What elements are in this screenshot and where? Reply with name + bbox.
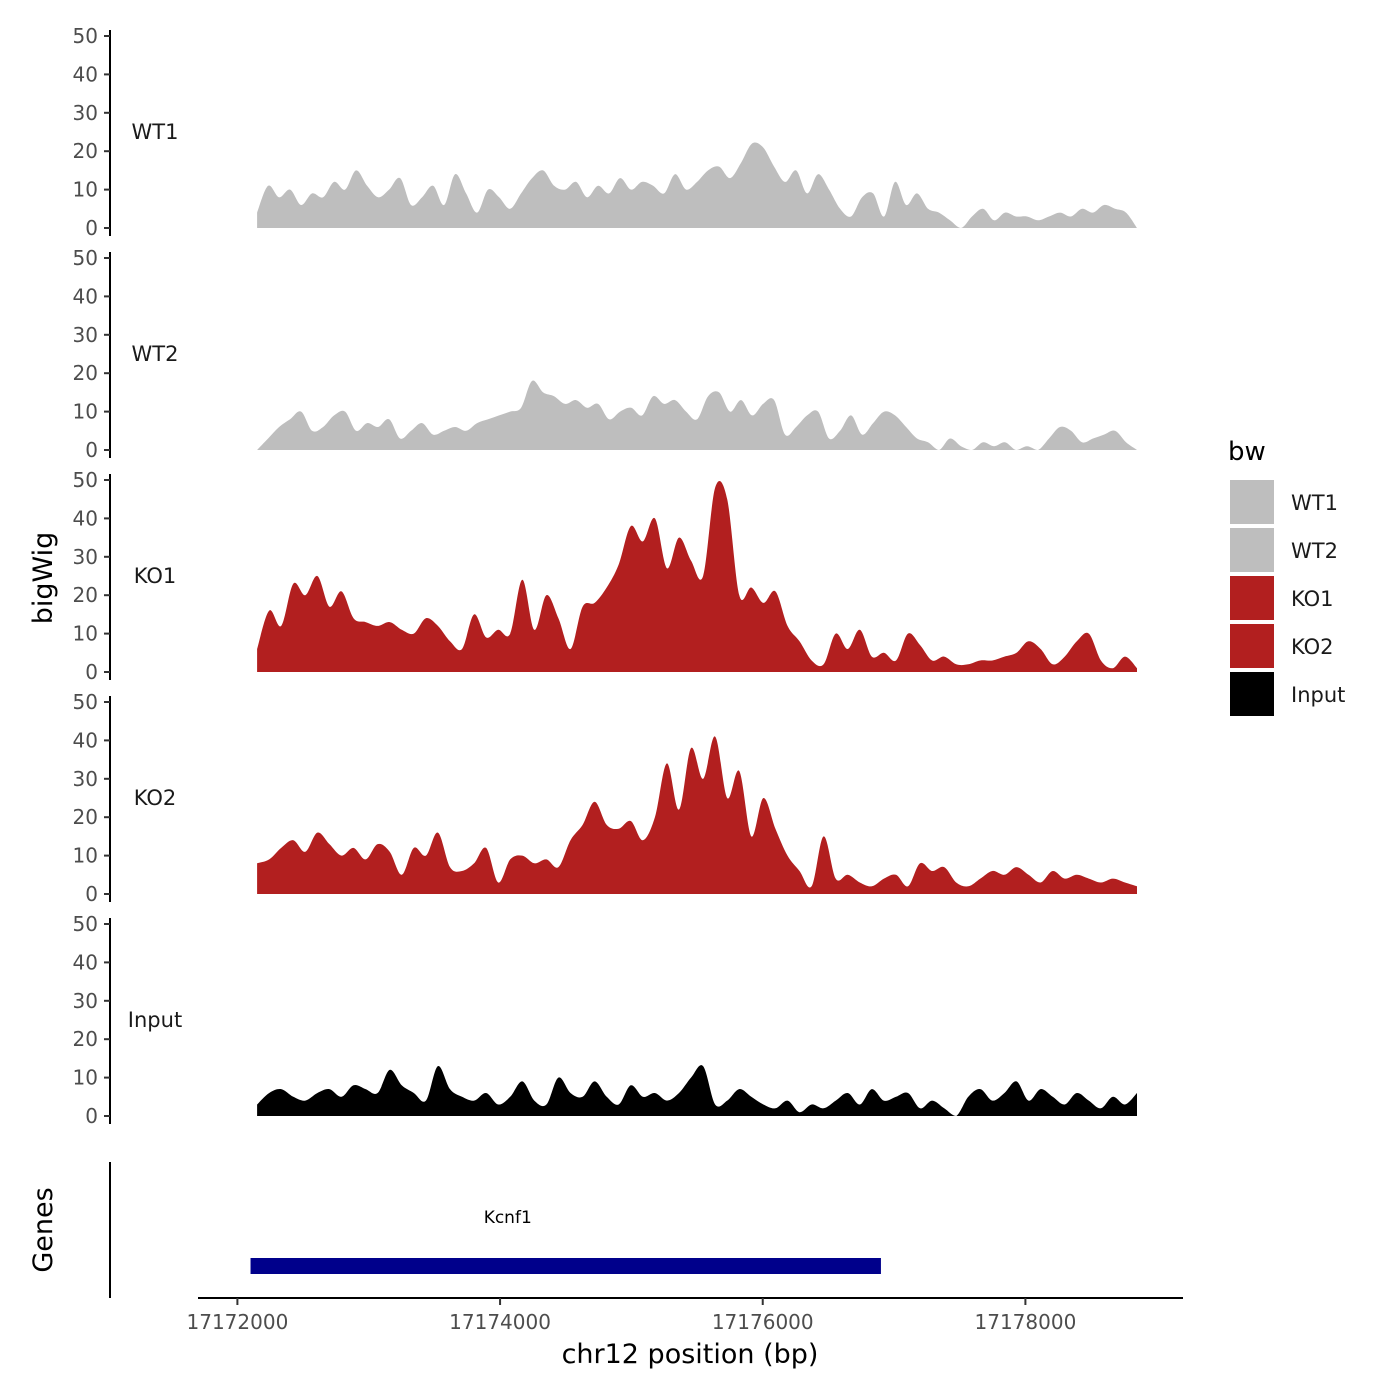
x-tick-label: 17176000 (712, 1310, 814, 1334)
y-tick-label: 50 (73, 468, 98, 492)
legend-label: KO1 (1291, 587, 1334, 611)
gene-body (250, 1258, 881, 1274)
track-input: 0 10 20 30 40 50 Input (73, 912, 1138, 1128)
track-label: WT1 (132, 120, 179, 144)
track-label: KO2 (134, 786, 177, 810)
y-tick-label: 40 (73, 506, 98, 530)
y-tick-label: 40 (73, 284, 98, 308)
y-axis-title: bigWig (28, 532, 59, 625)
y-tick-label: 10 (73, 400, 98, 424)
y-tick-label: 50 (73, 24, 98, 48)
track-label: Input (128, 1008, 182, 1032)
y-tick-label: 0 (85, 660, 98, 684)
gene-panel-title: Genes (28, 1187, 59, 1272)
signal-area-wt2 (257, 380, 1138, 450)
y-tick-label: 30 (73, 323, 98, 347)
x-tick-label: 17172000 (187, 1310, 289, 1334)
y-tick-label: 40 (73, 62, 98, 86)
y-tick-label: 40 (73, 950, 98, 974)
y-tick-label: 20 (73, 805, 98, 829)
legend-key-wt1 (1230, 480, 1274, 524)
legend-label: WT1 (1291, 491, 1338, 515)
legend: bw WT1 WT2 KO1 KO2 Input (1228, 437, 1345, 716)
legend-title: bw (1228, 437, 1266, 467)
y-tick-label: 50 (73, 690, 98, 714)
y-tick-label: 20 (73, 139, 98, 163)
y-tick-label: 20 (73, 583, 98, 607)
y-tick-label: 10 (73, 622, 98, 646)
legend-label: KO2 (1291, 635, 1334, 659)
legend-key-ko1 (1230, 576, 1274, 620)
y-tick-label: 0 (85, 438, 98, 462)
track-label: WT2 (132, 342, 179, 366)
y-tick-label: 30 (73, 545, 98, 569)
signal-area-wt1 (257, 142, 1138, 228)
legend-label: WT2 (1291, 539, 1338, 563)
y-tick-label: 0 (85, 882, 98, 906)
x-axis: 17172000 17174000 17176000 17178000 (187, 1297, 1183, 1334)
legend-key-input (1230, 672, 1274, 716)
y-tick-label: 50 (73, 246, 98, 270)
y-tick-label: 30 (73, 989, 98, 1013)
y-tick-label: 10 (73, 178, 98, 202)
signal-tracks: 0 10 20 30 40 50 WT1 0 10 20 30 40 50 WT2 0 10 20 30 40 50 K… (73, 24, 1138, 1128)
legend-key-ko2 (1230, 624, 1274, 668)
track-wt1: 0 10 20 30 40 50 WT1 (73, 24, 1138, 240)
y-tick-label: 10 (73, 1066, 98, 1090)
y-tick-label: 40 (73, 728, 98, 752)
x-tick-label: 17178000 (975, 1310, 1077, 1334)
y-tick-label: 30 (73, 767, 98, 791)
signal-area-ko2 (257, 736, 1138, 894)
x-tick-label: 17174000 (449, 1310, 551, 1334)
y-tick-label: 30 (73, 101, 98, 125)
legend-label: Input (1291, 683, 1345, 707)
signal-area-ko1 (257, 480, 1138, 672)
track-ko2: 0 10 20 30 40 50 KO2 (73, 690, 1138, 906)
y-tick-label: 50 (73, 912, 98, 936)
track-wt2: 0 10 20 30 40 50 WT2 (73, 246, 1138, 462)
y-tick-label: 10 (73, 844, 98, 868)
y-tick-label: 20 (73, 361, 98, 385)
y-tick-label: 0 (85, 1104, 98, 1128)
gene-label: Kcnf1 (484, 1208, 532, 1228)
gene-panel: Kcnf1 (109, 1162, 881, 1298)
y-tick-label: 20 (73, 1027, 98, 1051)
signal-area-input (257, 1065, 1138, 1116)
legend-key-wt2 (1230, 528, 1274, 572)
x-axis-title: chr12 position (bp) (562, 1339, 819, 1370)
y-tick-label: 0 (85, 216, 98, 240)
track-ko1: 0 10 20 30 40 50 KO1 (73, 468, 1138, 684)
track-label: KO1 (134, 564, 177, 588)
